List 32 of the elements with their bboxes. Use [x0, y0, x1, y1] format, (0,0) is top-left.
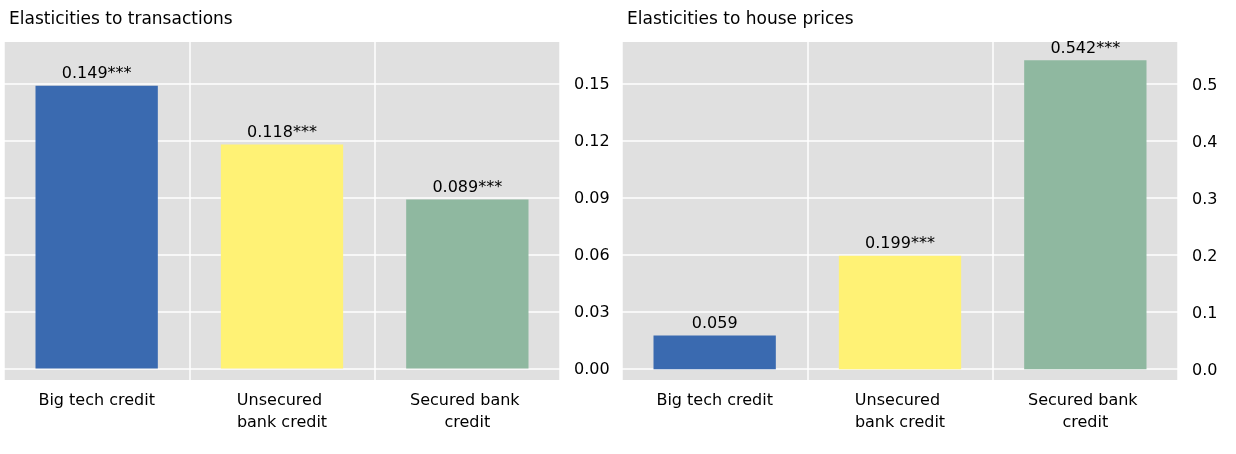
data-label: 0.149*** — [61, 63, 132, 83]
y-tick-label: 0.09 — [574, 188, 610, 208]
y-tick-label: 0.15 — [574, 74, 610, 94]
chart-title: Elasticities to transactions — [9, 7, 233, 28]
y-tick-label: 0.4 — [1192, 131, 1218, 151]
y-tick-label: 0.5 — [1192, 74, 1218, 94]
y-tick-label: 0.06 — [574, 245, 610, 265]
x-tick-label: Secured bank credit — [409, 389, 525, 431]
x-tick-label: Unsecured bank credit — [854, 389, 946, 431]
x-tick-label: Secured bank credit — [1027, 389, 1143, 431]
y-tick-label: 0.0 — [1192, 359, 1218, 379]
bar — [220, 144, 344, 369]
chart-title: Elasticities to house prices — [627, 7, 854, 28]
x-tick-label: Big tech credit — [38, 389, 155, 409]
data-label: 0.059 — [691, 313, 738, 333]
bar — [406, 199, 529, 369]
bar — [653, 335, 776, 370]
y-tick-label: 0.03 — [574, 302, 610, 322]
y-tick-label: 0.3 — [1192, 188, 1218, 208]
data-label: 0.089*** — [432, 177, 503, 197]
y-tick-label: 0.12 — [574, 131, 610, 151]
bar — [838, 255, 962, 370]
x-tick-label: Unsecured bank credit — [236, 389, 328, 431]
bar — [1024, 60, 1147, 370]
y-tick-label: 0.1 — [1192, 302, 1218, 322]
x-tick-label: Big tech credit — [656, 389, 773, 409]
data-label: 0.542*** — [1050, 37, 1121, 57]
bar — [35, 85, 158, 369]
data-label: 0.199*** — [865, 233, 935, 253]
data-label: 0.118*** — [247, 122, 317, 142]
y-tick-label: 0.00 — [574, 359, 610, 379]
y-tick-label: 0.2 — [1192, 245, 1218, 265]
